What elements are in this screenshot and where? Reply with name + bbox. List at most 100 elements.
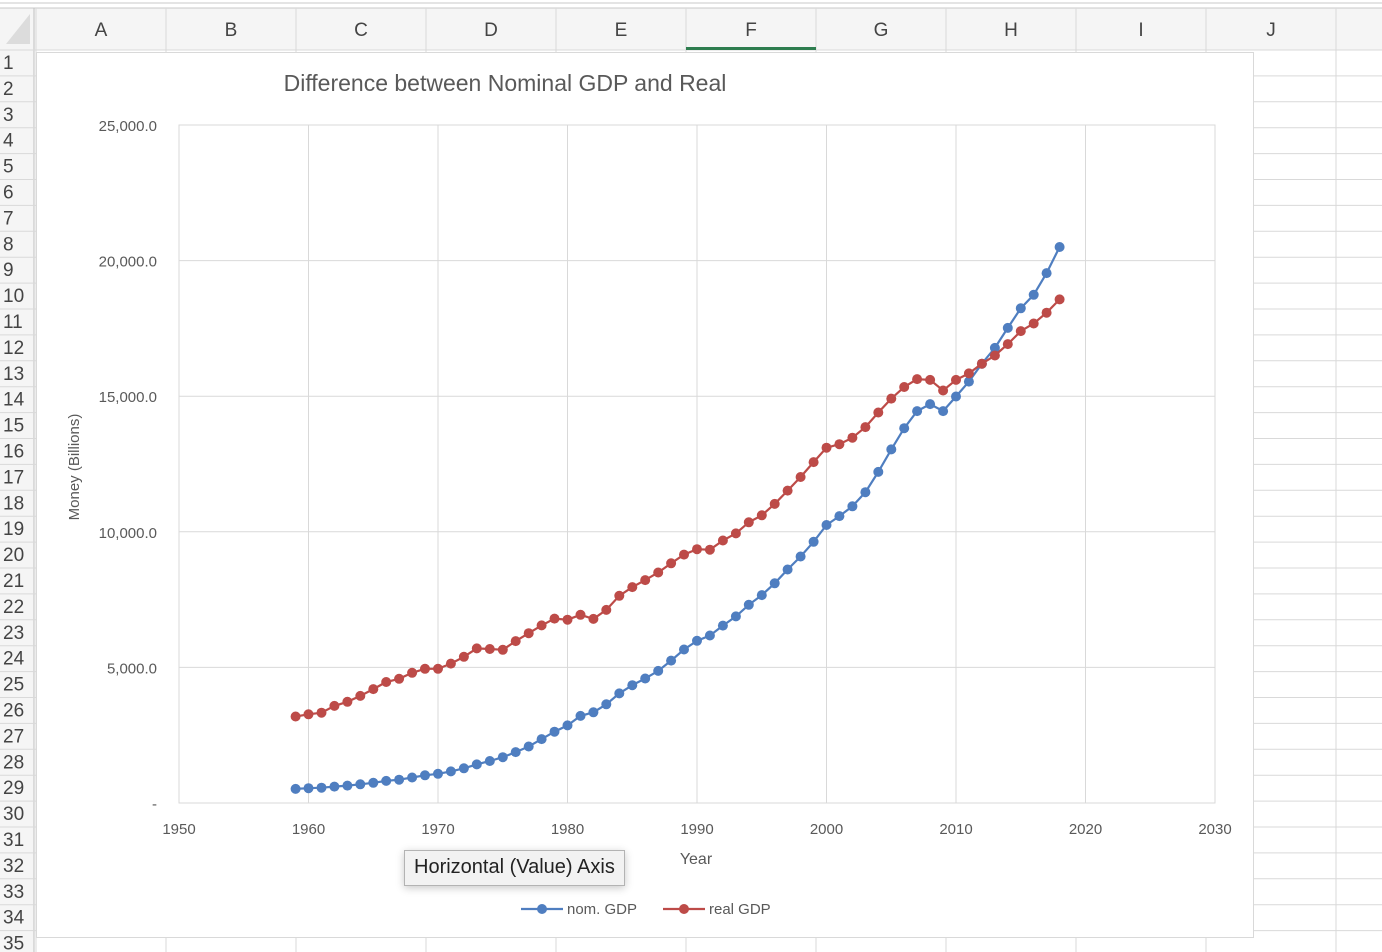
- data-point[interactable]: [938, 385, 949, 396]
- data-point[interactable]: [640, 575, 651, 586]
- data-point[interactable]: [536, 734, 547, 745]
- data-point[interactable]: [601, 604, 612, 615]
- data-point[interactable]: [886, 444, 897, 455]
- data-point[interactable]: [1015, 303, 1026, 314]
- row-header-7[interactable]: 7: [3, 208, 14, 229]
- row-header-23[interactable]: 23: [3, 623, 24, 644]
- data-point[interactable]: [756, 510, 767, 521]
- data-point[interactable]: [1002, 322, 1013, 333]
- data-point[interactable]: [562, 614, 573, 625]
- data-point[interactable]: [484, 756, 495, 766]
- row-header-34[interactable]: 34: [3, 908, 25, 929]
- data-point[interactable]: [471, 643, 482, 654]
- data-point[interactable]: [653, 567, 664, 578]
- row-header-20[interactable]: 20: [3, 545, 24, 566]
- data-point[interactable]: [951, 391, 961, 402]
- data-point[interactable]: [407, 772, 418, 783]
- data-point[interactable]: [407, 667, 418, 678]
- data-point[interactable]: [549, 613, 560, 624]
- data-point[interactable]: [834, 511, 845, 522]
- data-point[interactable]: [938, 406, 949, 417]
- data-point[interactable]: [614, 688, 625, 699]
- row-header-31[interactable]: 31: [3, 830, 24, 851]
- row-header-28[interactable]: 28: [3, 752, 24, 773]
- data-point[interactable]: [458, 763, 469, 774]
- data-point[interactable]: [808, 536, 819, 547]
- row-header-1[interactable]: 1: [3, 53, 14, 74]
- data-point[interactable]: [394, 673, 405, 684]
- data-point[interactable]: [873, 466, 884, 477]
- column-header-i[interactable]: I: [1138, 20, 1143, 41]
- column-header-b[interactable]: B: [225, 20, 238, 41]
- plot-area[interactable]: [178, 124, 1216, 804]
- data-point[interactable]: [640, 673, 651, 684]
- data-point[interactable]: [653, 665, 664, 676]
- row-header-2[interactable]: 2: [3, 79, 14, 100]
- column-header-j[interactable]: J: [1266, 20, 1276, 41]
- data-point[interactable]: [666, 558, 677, 569]
- data-point[interactable]: [575, 710, 586, 721]
- legend-item[interactable]: nom. GDP: [521, 901, 637, 918]
- legend-item[interactable]: real GDP: [663, 901, 771, 918]
- data-point[interactable]: [782, 485, 793, 496]
- data-point[interactable]: [458, 651, 469, 662]
- row-header-8[interactable]: 8: [3, 234, 14, 255]
- row-header-30[interactable]: 30: [3, 804, 24, 825]
- data-point[interactable]: [1054, 242, 1065, 252]
- x-axis-title[interactable]: Year: [680, 851, 713, 868]
- data-point[interactable]: [588, 707, 599, 718]
- data-point[interactable]: [368, 684, 379, 695]
- data-point[interactable]: [627, 582, 638, 593]
- data-point[interactable]: [899, 382, 910, 392]
- data-point[interactable]: [445, 766, 456, 777]
- data-point[interactable]: [679, 644, 689, 655]
- data-point[interactable]: [1028, 318, 1039, 329]
- data-point[interactable]: [873, 407, 884, 418]
- data-point[interactable]: [562, 720, 573, 731]
- chart-title[interactable]: Difference between Nominal GDP and Real: [284, 70, 727, 96]
- data-point[interactable]: [782, 564, 793, 575]
- data-point[interactable]: [433, 768, 443, 779]
- column-header-f[interactable]: F: [745, 20, 757, 41]
- data-point[interactable]: [394, 774, 405, 785]
- row-header-33[interactable]: 33: [3, 882, 24, 903]
- row-header-10[interactable]: 10: [3, 286, 24, 307]
- series-nom-gdp[interactable]: [290, 242, 1065, 794]
- data-point[interactable]: [951, 374, 961, 385]
- row-header-4[interactable]: 4: [3, 131, 14, 152]
- chart-legend[interactable]: nom. GDP real GDP: [521, 901, 771, 918]
- data-point[interactable]: [627, 680, 638, 691]
- data-point[interactable]: [821, 520, 832, 530]
- row-header-15[interactable]: 15: [3, 416, 24, 437]
- column-header-h[interactable]: H: [1004, 20, 1018, 41]
- data-point[interactable]: [290, 783, 301, 794]
- data-point[interactable]: [484, 644, 495, 654]
- chart-area[interactable]: Difference between Nominal GDP and Real …: [36, 52, 1254, 938]
- row-header-26[interactable]: 26: [3, 701, 24, 722]
- row-header-32[interactable]: 32: [3, 856, 24, 877]
- row-header-14[interactable]: 14: [3, 390, 25, 411]
- data-point[interactable]: [1002, 339, 1013, 350]
- data-point[interactable]: [601, 699, 612, 710]
- data-point[interactable]: [523, 741, 534, 752]
- data-point[interactable]: [1054, 294, 1065, 305]
- row-header-12[interactable]: 12: [3, 338, 24, 359]
- data-point[interactable]: [523, 628, 534, 639]
- data-point[interactable]: [1041, 268, 1052, 279]
- data-point[interactable]: [692, 544, 702, 555]
- data-point[interactable]: [471, 759, 482, 770]
- data-point[interactable]: [912, 406, 923, 417]
- data-point[interactable]: [963, 368, 974, 379]
- data-point[interactable]: [303, 709, 314, 720]
- data-point[interactable]: [847, 432, 858, 443]
- data-point[interactable]: [821, 442, 832, 453]
- data-point[interactable]: [963, 376, 974, 387]
- row-header-5[interactable]: 5: [3, 157, 14, 178]
- row-header-21[interactable]: 21: [3, 571, 24, 592]
- row-header-19[interactable]: 19: [3, 519, 24, 540]
- data-point[interactable]: [316, 707, 327, 718]
- row-header-13[interactable]: 13: [3, 364, 24, 385]
- row-header-6[interactable]: 6: [3, 183, 14, 204]
- data-point[interactable]: [769, 498, 780, 509]
- data-point[interactable]: [420, 770, 430, 781]
